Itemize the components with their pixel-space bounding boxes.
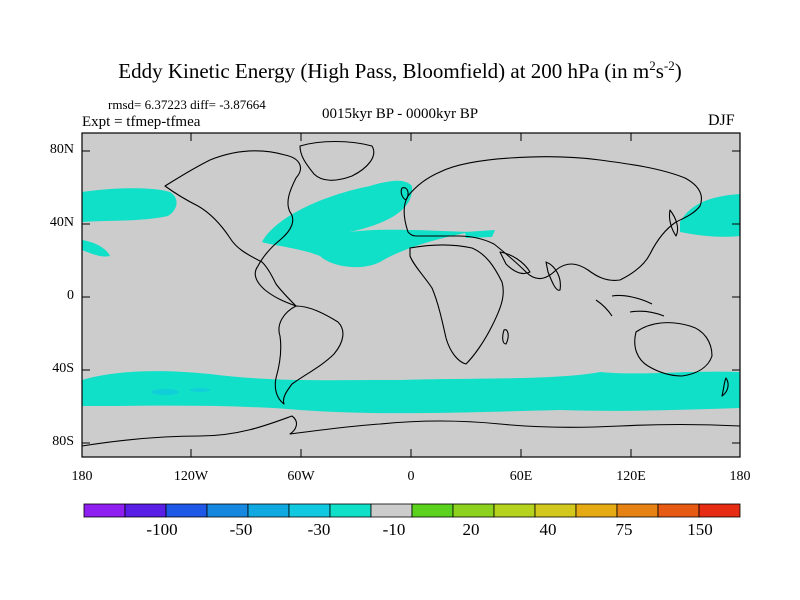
colorbar-box bbox=[616, 503, 659, 518]
colorbar-label: 75 bbox=[615, 520, 633, 539]
subtropical-pacific-band bbox=[82, 240, 110, 257]
colorbar-label: -50 bbox=[229, 520, 253, 539]
colorbar-box bbox=[370, 503, 413, 518]
x-tick-label: 0 bbox=[407, 469, 415, 484]
mediterranean-band bbox=[465, 230, 495, 238]
y-tick-label: 0 bbox=[67, 288, 74, 303]
colorbar-box bbox=[575, 503, 618, 518]
x-tick-label: 180 bbox=[729, 469, 751, 484]
tick-marks bbox=[82, 133, 740, 457]
europe-asia-coast bbox=[403, 156, 703, 281]
southeast-asia-islands bbox=[595, 294, 665, 317]
colorbar-box bbox=[206, 503, 249, 518]
stats-text: rmsd= 6.37223 diff= -3.87664 bbox=[108, 97, 266, 112]
north-america-coast bbox=[164, 150, 301, 307]
colorbar-box bbox=[452, 503, 495, 518]
colorbar-label: -10 bbox=[382, 520, 406, 539]
colorbar-box bbox=[288, 503, 331, 518]
y-tick-label: 40N bbox=[49, 215, 74, 230]
colorbar-box bbox=[411, 503, 454, 518]
x-tick-label: 60W bbox=[287, 469, 315, 484]
x-tick-label: 60E bbox=[509, 469, 533, 484]
period-label: 0015kyr BP - 0000kyr BP bbox=[322, 106, 479, 122]
greenland-coast bbox=[299, 141, 375, 181]
colorbar-label: 150 bbox=[687, 520, 713, 539]
coastlines bbox=[81, 141, 741, 447]
north-pacific-band-west bbox=[680, 194, 740, 237]
colorbar-box bbox=[329, 503, 372, 518]
colorbar bbox=[83, 503, 741, 518]
antarctica-coast bbox=[81, 415, 741, 447]
madagascar-coast bbox=[502, 329, 509, 345]
colorbar-label: 40 bbox=[539, 520, 557, 539]
colorbar-box bbox=[124, 503, 167, 518]
chart-title: Eddy Kinetic Energy (High Pass, Bloomfie… bbox=[118, 58, 682, 83]
anomaly-bands bbox=[82, 180, 740, 414]
x-tick-label: 120E bbox=[616, 469, 646, 484]
x-tick-label: 120W bbox=[173, 469, 209, 484]
colorbar-box bbox=[165, 503, 208, 518]
colorbar-label: -100 bbox=[146, 520, 178, 539]
southern-band-darker-patches bbox=[151, 388, 210, 395]
colorbar-box bbox=[493, 503, 536, 518]
south-america-coast bbox=[274, 305, 344, 405]
colorbar-label: -30 bbox=[307, 520, 331, 539]
new-zealand-coast bbox=[721, 377, 729, 397]
x-tick-label: 180 bbox=[71, 469, 93, 484]
colorbar-box bbox=[247, 503, 290, 518]
y-tick-label: 80N bbox=[49, 142, 74, 157]
colorbar-box bbox=[534, 503, 577, 518]
australia-coast bbox=[634, 322, 713, 377]
north-atlantic-band bbox=[262, 180, 470, 268]
season-label: DJF bbox=[708, 112, 735, 129]
colorbar-box bbox=[83, 503, 126, 518]
africa-coast bbox=[409, 244, 504, 365]
japan-coast bbox=[668, 209, 679, 237]
uk-coast bbox=[400, 187, 409, 201]
experiment-label: Expt = tfmep-tfmea bbox=[82, 114, 201, 130]
colorbar-box bbox=[657, 503, 700, 518]
southern-ocean-band bbox=[82, 371, 740, 414]
arabia-india-coast bbox=[499, 251, 561, 291]
north-pacific-band-east bbox=[82, 188, 177, 222]
colorbar-label: 20 bbox=[462, 520, 480, 539]
y-tick-label: 40S bbox=[52, 361, 74, 376]
y-tick-label: 80S bbox=[52, 434, 74, 449]
colorbar-box bbox=[698, 503, 741, 518]
